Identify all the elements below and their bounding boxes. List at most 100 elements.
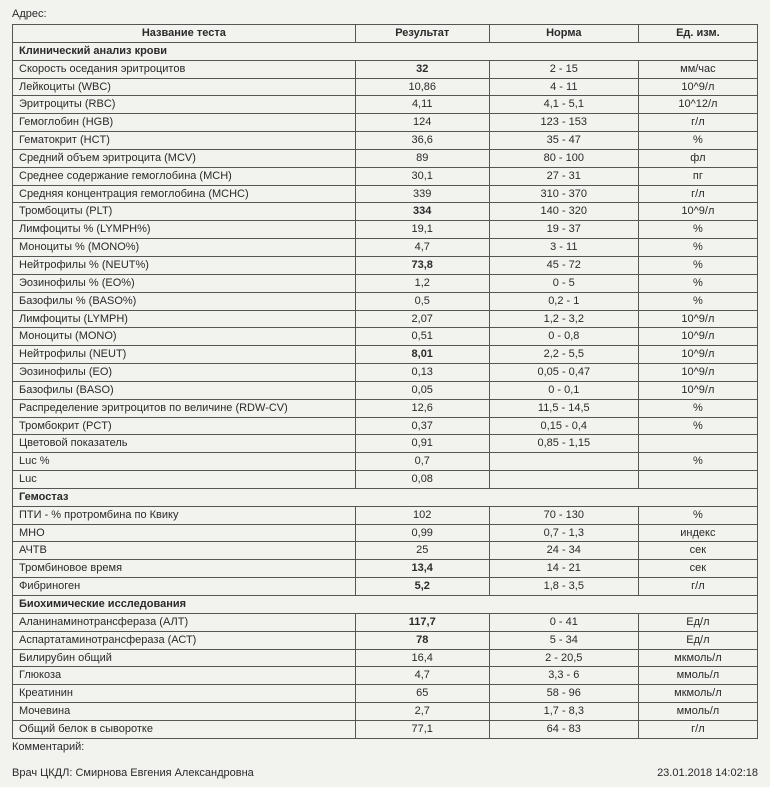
test-unit: ммоль/л [638,703,757,721]
test-unit: 10^9/л [638,381,757,399]
test-norm: 70 - 130 [489,506,638,524]
test-name: Общий белок в сыворотке [13,720,356,738]
test-unit: % [638,221,757,239]
test-name: Лейкоциты (WBC) [13,78,356,96]
test-norm: 0,7 - 1,3 [489,524,638,542]
test-result: 102 [355,506,489,524]
test-result: 30,1 [355,167,489,185]
test-name: Билирубин общий [13,649,356,667]
section-row: Биохимические исследования [13,596,758,614]
test-norm: 14 - 21 [489,560,638,578]
table-row: Скорость оседания эритроцитов322 - 15мм/… [13,60,758,78]
test-unit: г/л [638,578,757,596]
test-name: ПТИ - % протромбина по Квику [13,506,356,524]
table-row: Тромбоциты (PLT)334140 - 32010^9/л [13,203,758,221]
test-norm: 140 - 320 [489,203,638,221]
test-unit: пг [638,167,757,185]
test-unit: мкмоль/л [638,685,757,703]
test-norm: 2 - 15 [489,60,638,78]
test-name: Моноциты % (MONO%) [13,239,356,257]
table-row: Средний объем эритроцита (MCV)8980 - 100… [13,149,758,167]
comment-label: Комментарий: [12,741,758,753]
test-name: Среднее содержание гемоглобина (MCH) [13,167,356,185]
col-result: Результат [355,25,489,43]
section-title: Клинический анализ крови [13,42,758,60]
test-result: 2,07 [355,310,489,328]
test-norm: 2,2 - 5,5 [489,346,638,364]
test-unit: Ед/л [638,631,757,649]
test-unit: мм/час [638,60,757,78]
test-name: Эозинофилы (EO) [13,364,356,382]
test-unit: 10^9/л [638,364,757,382]
test-unit [638,471,757,489]
table-row: Фибриноген5,21,8 - 3,5г/л [13,578,758,596]
table-row: Аланинаминотрансфераза (АЛТ)117,70 - 41Е… [13,613,758,631]
test-norm: 80 - 100 [489,149,638,167]
test-norm: 45 - 72 [489,256,638,274]
test-name: Нейтрофилы (NEUT) [13,346,356,364]
test-unit: % [638,506,757,524]
test-unit: % [638,132,757,150]
test-result: 124 [355,114,489,132]
table-row: Luc %0,7% [13,453,758,471]
table-row: Общий белок в сыворотке77,164 - 83г/л [13,720,758,738]
results-table: Название теста Результат Норма Ед. изм. … [12,24,758,739]
test-unit: г/л [638,114,757,132]
test-result: 78 [355,631,489,649]
test-unit: 10^9/л [638,346,757,364]
test-name: Тромбиновое время [13,560,356,578]
test-unit: индекс [638,524,757,542]
test-unit: % [638,399,757,417]
test-name: Гематокрит (HCT) [13,132,356,150]
col-norm: Норма [489,25,638,43]
table-row: Нейтрофилы % (NEUT%)73,845 - 72% [13,256,758,274]
test-name: Luc % [13,453,356,471]
test-name: Лимфоциты (LYMPH) [13,310,356,328]
table-row: МНО0,990,7 - 1,3индекс [13,524,758,542]
test-unit: г/л [638,720,757,738]
test-unit: 10^9/л [638,203,757,221]
section-title: Биохимические исследования [13,596,758,614]
table-row: Базофилы (BASO)0,050 - 0,110^9/л [13,381,758,399]
test-result: 0,13 [355,364,489,382]
test-norm [489,453,638,471]
table-row: Лимфоциты % (LYMPH%)19,119 - 37% [13,221,758,239]
test-norm: 0,15 - 0,4 [489,417,638,435]
test-name: Цветовой показатель [13,435,356,453]
test-norm: 0 - 5 [489,274,638,292]
test-norm: 1,8 - 3,5 [489,578,638,596]
table-row: Гематокрит (HCT)36,635 - 47% [13,132,758,150]
table-row: Эритроциты (RBC)4,114,1 - 5,110^12/л [13,96,758,114]
test-result: 4,7 [355,239,489,257]
table-row: ПТИ - % протромбина по Квику10270 - 130% [13,506,758,524]
col-name: Название теста [13,25,356,43]
test-result: 77,1 [355,720,489,738]
test-unit: % [638,239,757,257]
address-label: Адрес: [12,8,758,20]
test-unit [638,435,757,453]
test-result: 1,2 [355,274,489,292]
test-name: Скорость оседания эритроцитов [13,60,356,78]
test-norm: 64 - 83 [489,720,638,738]
test-norm: 3 - 11 [489,239,638,257]
test-result: 2,7 [355,703,489,721]
table-row: Эозинофилы (EO)0,130,05 - 0,4710^9/л [13,364,758,382]
test-result: 0,5 [355,292,489,310]
test-result: 0,91 [355,435,489,453]
test-name: АЧТВ [13,542,356,560]
test-unit: 10^9/л [638,78,757,96]
test-norm: 0 - 0,1 [489,381,638,399]
test-unit: % [638,274,757,292]
table-row: Билирубин общий16,42 - 20,5мкмоль/л [13,649,758,667]
test-result: 89 [355,149,489,167]
test-unit: фл [638,149,757,167]
test-result: 0,99 [355,524,489,542]
test-result: 73,8 [355,256,489,274]
table-row: Аспартатаминотрансфераза (АСТ)785 - 34Ед… [13,631,758,649]
table-row: Эозинофилы % (EO%)1,20 - 5% [13,274,758,292]
test-result: 339 [355,185,489,203]
test-norm: 3,3 - 6 [489,667,638,685]
test-norm: 0,05 - 0,47 [489,364,638,382]
table-row: Среднее содержание гемоглобина (MCH)30,1… [13,167,758,185]
table-row: Гемоглобин (HGB)124123 - 153г/л [13,114,758,132]
